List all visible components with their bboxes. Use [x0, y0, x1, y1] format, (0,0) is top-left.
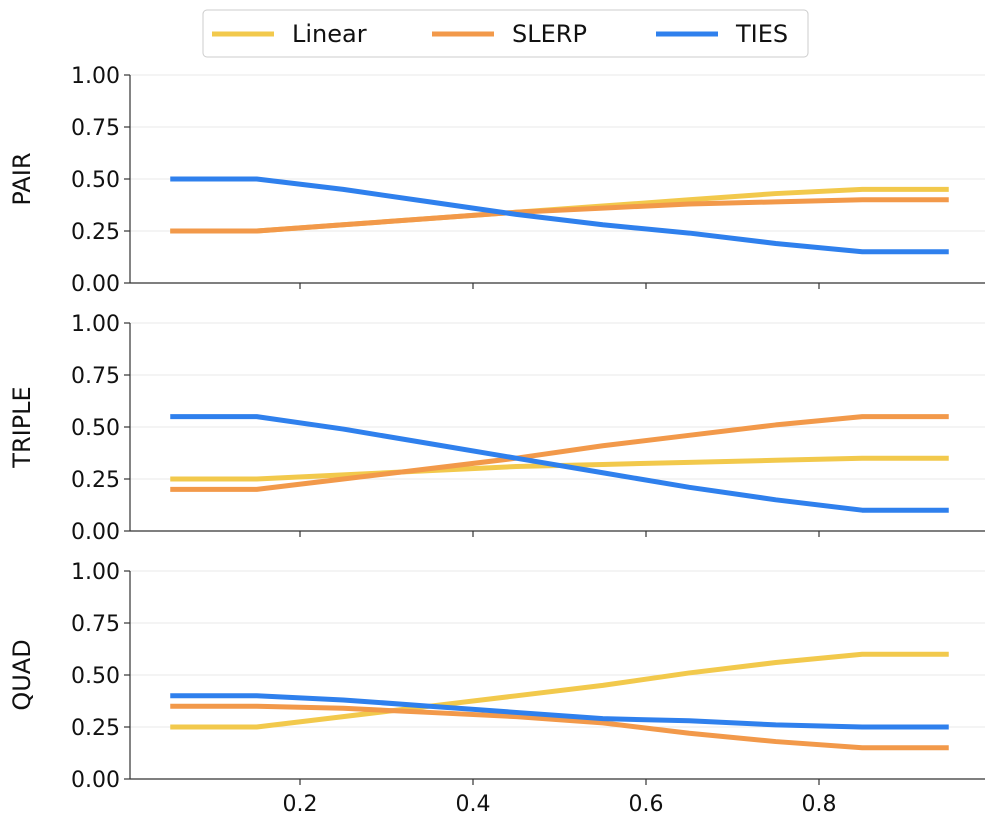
y-tick-label: 0.25: [71, 716, 120, 741]
series-line-linear: [170, 455, 949, 482]
y-tick-label: 0.50: [71, 416, 120, 441]
series-line-linear: [170, 651, 949, 730]
panel-pair: 0.00 0.25 0.50 0.75 1.00 PAIR: [8, 64, 985, 297]
y-tick-label: 1.00: [71, 64, 120, 89]
series-line-ties: [170, 414, 949, 513]
panel-triple: 0.00 0.25 0.50 0.75 1.00 TRIPLE: [8, 312, 985, 545]
y-tick-label: 0.00: [71, 768, 120, 793]
x-tick-label: 0.8: [802, 792, 837, 817]
series-line-slerp: [170, 197, 949, 234]
y-tick-label: 0.75: [71, 612, 120, 637]
y-tick-label: 0.50: [71, 664, 120, 689]
legend-label: SLERP: [512, 20, 587, 48]
y-tick-label: 0.25: [71, 220, 120, 245]
y-tick-label: 0.75: [71, 364, 120, 389]
x-tick-label: 0.4: [456, 792, 491, 817]
series-line-slerp: [170, 703, 949, 751]
legend-box: [202, 9, 809, 58]
legend: Linear SLERP TIES: [202, 9, 809, 58]
series-line-ties: [170, 693, 949, 730]
legend-label: TIES: [735, 20, 788, 48]
y-tick-label: 0.50: [71, 168, 120, 193]
y-tick-label: 0.75: [71, 116, 120, 141]
panel-quad: 0.00 0.25 0.50 0.75 1.00 0.2 0.4 0.6 0.8 QUAD: [8, 560, 985, 817]
y-tick-label: 1.00: [71, 312, 120, 337]
legend-label: Linear: [292, 20, 367, 48]
y-axis-label: QUAD: [8, 639, 36, 710]
y-tick-label: 0.00: [71, 272, 120, 297]
y-tick-label: 1.00: [71, 560, 120, 585]
y-tick-label: 0.00: [71, 520, 120, 545]
series-line-ties: [170, 176, 949, 255]
y-axis-label: PAIR: [8, 152, 36, 205]
x-tick-label: 0.6: [629, 792, 664, 817]
x-tick-label: 0.2: [283, 792, 318, 817]
y-axis-label: TRIPLE: [8, 386, 36, 468]
series-line-slerp: [170, 414, 949, 492]
y-tick-label: 0.25: [71, 468, 120, 493]
